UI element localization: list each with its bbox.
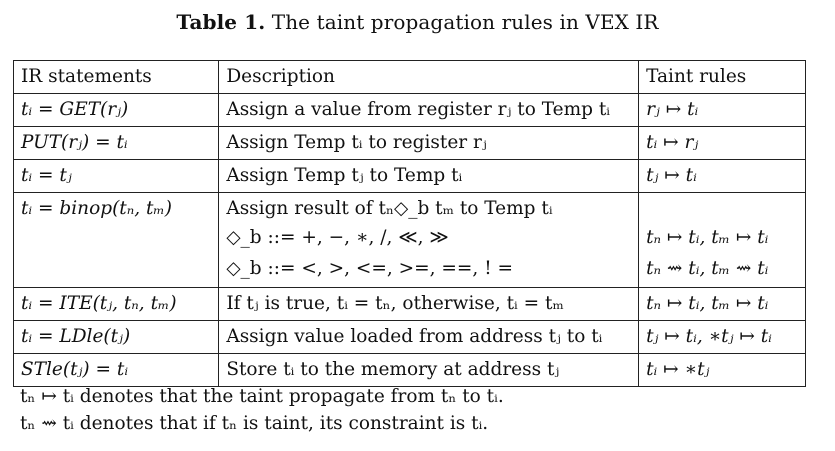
rules-cell: rⱼ ↦ tᵢ xyxy=(638,93,806,127)
footnote-propagation: tₙ ↦ tᵢ denotes that the taint propagate… xyxy=(20,386,504,407)
table-row: tᵢ = LDle(tⱼ) Assign value loaded from a… xyxy=(12,320,806,354)
statement-cell: STle(tⱼ) = tᵢ xyxy=(12,353,220,387)
table-footnotes: tₙ ↦ tᵢ denotes that the taint propagate… xyxy=(20,383,504,437)
statement-cell: PUT(rⱼ) = tᵢ xyxy=(12,126,220,160)
taint-rules-table: IR statements Description Taint rules tᵢ… xyxy=(12,60,806,387)
table-row: STle(tⱼ) = tᵢ Store tᵢ to the memory at … xyxy=(12,353,806,387)
table-row: tᵢ = binop(tₙ, tₘ) Assign result of tₙ◇_… xyxy=(12,192,806,288)
rules-cell: tᵢ ↦ rⱼ xyxy=(638,126,806,160)
rules-cell: tᵢ ↦ ∗tⱼ xyxy=(638,353,806,387)
caption-text: The taint propagation rules in VEX IR xyxy=(271,10,659,34)
rules-cell: tₙ ↦ tᵢ, tₘ ↦ tᵢ tₙ ⇝ tᵢ, tₘ ⇝ tᵢ xyxy=(638,192,806,288)
rules-cell: tⱼ ↦ tᵢ, ∗tⱼ ↦ tᵢ xyxy=(638,320,806,354)
rules-cell: tⱼ ↦ tᵢ xyxy=(638,159,806,193)
rules-line xyxy=(646,196,798,222)
statement-cell: tᵢ = binop(tₙ, tₘ) xyxy=(12,192,220,288)
caption-label: Table 1. xyxy=(176,10,266,34)
description-cell: Assign value loaded from address tⱼ to t… xyxy=(218,320,640,354)
table-row: tᵢ = GET(rⱼ) Assign a value from registe… xyxy=(12,93,806,127)
table-header-row: IR statements Description Taint rules xyxy=(12,60,806,94)
rules-cell: tₙ ↦ tᵢ, tₘ ↦ tᵢ xyxy=(638,287,806,321)
rules-line: tₙ ⇝ tᵢ, tₘ ⇝ tᵢ xyxy=(646,258,769,279)
footnote-constraint: tₙ ⇝ tᵢ denotes that if tₙ is taint, its… xyxy=(20,413,489,434)
statement-cell: tᵢ = LDle(tⱼ) xyxy=(12,320,220,354)
description-cell: If tⱼ is true, tᵢ = tₙ, otherwise, tᵢ = … xyxy=(218,287,640,321)
table-row: tᵢ = tⱼ Assign Temp tⱼ to Temp tᵢ tⱼ ↦ t… xyxy=(12,159,806,193)
statement-cell: tᵢ = tⱼ xyxy=(12,159,220,193)
table-row: tᵢ = ITE(tⱼ, tₙ, tₘ) If tⱼ is true, tᵢ =… xyxy=(12,287,806,321)
description-line: Assign result of tₙ◇_b tₘ to Temp tᵢ xyxy=(226,198,553,219)
description-line: ◇_b ::= +, −, ∗, /, ≪, ≫ xyxy=(226,227,449,248)
header-taint-rules: Taint rules xyxy=(638,60,806,94)
description-cell: Assign result of tₙ◇_b tₘ to Temp tᵢ ◇_b… xyxy=(218,192,640,288)
rules-line: tₙ ↦ tᵢ, tₘ ↦ tᵢ xyxy=(646,227,769,248)
header-ir-statements: IR statements xyxy=(12,60,220,94)
description-cell: Assign Temp tᵢ to register rⱼ xyxy=(218,126,640,160)
table-caption: Table 1. The taint propagation rules in … xyxy=(0,10,835,34)
description-cell: Assign a value from register rⱼ to Temp … xyxy=(218,93,640,127)
table-row: PUT(rⱼ) = tᵢ Assign Temp tᵢ to register … xyxy=(12,126,806,160)
description-cell: Assign Temp tⱼ to Temp tᵢ xyxy=(218,159,640,193)
header-description: Description xyxy=(218,60,640,94)
description-line: ◇_b ::= <, >, <=, >=, ==, ! = xyxy=(226,258,514,279)
description-cell: Store tᵢ to the memory at address tⱼ xyxy=(218,353,640,387)
statement-cell: tᵢ = GET(rⱼ) xyxy=(12,93,220,127)
statement-cell: tᵢ = ITE(tⱼ, tₙ, tₘ) xyxy=(12,287,220,321)
